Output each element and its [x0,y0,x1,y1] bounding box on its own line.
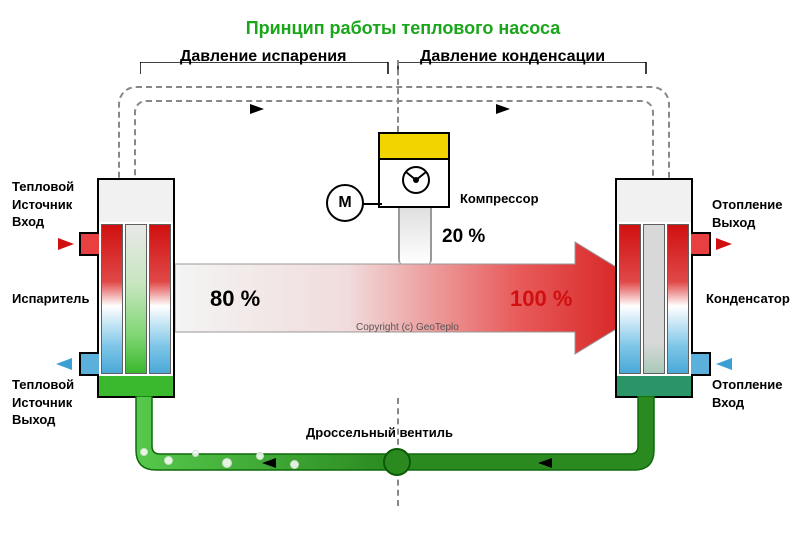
arrow-src-out [56,358,72,370]
bubble [222,458,232,468]
arrow-heat-out [716,238,732,250]
source-out-label: Тепловой Источник Выход [12,376,74,429]
flow-arrow-bot-1 [538,458,552,468]
evaporator-label: Испаритель [12,290,89,308]
arrow-heat-in [716,358,732,370]
condenser-port-out [691,232,711,256]
condenser-port-in [691,352,711,376]
center-dash-top [397,60,399,132]
source-in-label: Тепловой Источник Вход [12,178,74,231]
section-bracket [140,62,650,80]
evaporator-bottom [99,376,173,396]
condenser [615,178,693,398]
percent-100: 100 % [510,286,572,312]
diagram-title: Принцип работы теплового насоса [0,18,806,39]
evaporator-top [99,180,173,222]
motor-shaft [362,200,382,208]
condenser-top [617,180,691,222]
percent-80: 80 % [210,286,260,312]
bubble [290,460,299,469]
compressor-piston-icon [388,164,444,206]
condenser-label: Конденсатор [706,290,790,308]
throttle-label: Дроссельный вентиль [306,424,453,442]
motor-icon: М [326,184,364,222]
bubble [192,450,199,457]
copyright-text: Copyright (c) GeoTeplo [356,322,459,333]
heating-out-label: Отопление Выход [712,196,783,231]
evaporator-port-in [79,232,99,256]
heating-in-label: Отопление Вход [712,376,783,411]
evaporator [97,178,175,398]
compressor-head [380,134,448,160]
throttle-valve [383,448,411,476]
compressor-label: Компрессор [460,190,539,208]
bubble [164,456,173,465]
flow-arrow-top-1 [250,104,264,114]
flow-arrow-top-2 [496,104,510,114]
liquid-return-pipe [118,396,674,492]
condenser-bottom [617,376,691,396]
bubble [140,448,148,456]
flow-arrow-bot-2 [262,458,276,468]
percent-20: 20 % [442,226,485,248]
evaporator-port-out [79,352,99,376]
compressor-body [378,132,450,208]
arrow-src-in [58,238,74,250]
